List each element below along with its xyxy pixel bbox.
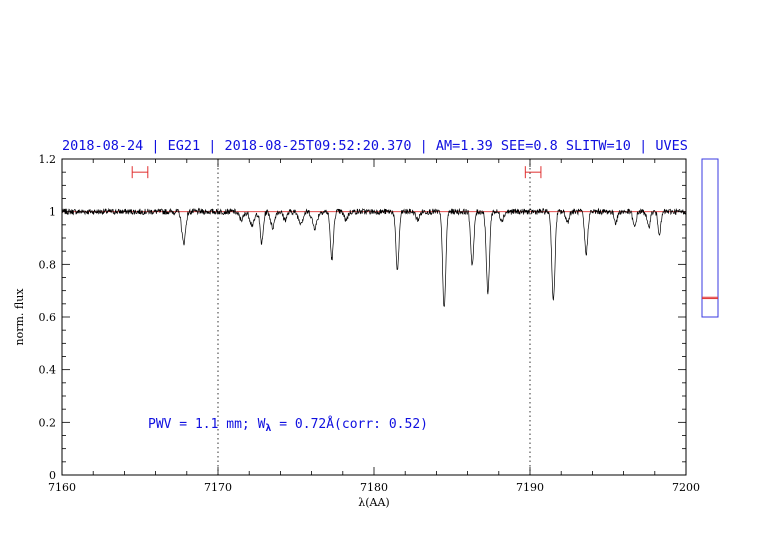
pwv-annotation-suffix: = 0.72Å(corr: 0.52)	[271, 416, 428, 432]
side-gauge	[701, 158, 719, 318]
spectrum-series	[61, 207, 687, 308]
x-tick-label: 7180	[360, 481, 388, 494]
x-tick-label: 7160	[48, 481, 76, 494]
x-tick-label: 7170	[204, 481, 232, 494]
pwv-annotation-prefix: PWV = 1.1 mm; W	[148, 417, 266, 432]
x-axis-label: λ(AA)	[358, 496, 389, 509]
chart-title: 2018-08-24 | EG21 | 2018-08-25T09:52:20.…	[62, 138, 688, 154]
y-tick-label: 0	[49, 469, 56, 482]
pwv-annotation: PWV = 1.1 mm; Wλ = 0.72Å(corr: 0.52)	[148, 416, 428, 434]
pwv-annotation-subscript: λ	[265, 423, 271, 434]
spectrum-line	[61, 207, 687, 308]
fit-windows	[131, 166, 542, 179]
y-tick-label: 0.4	[39, 364, 57, 377]
y-tick-labels: 0 0.2 0.4 0.6 0.8 1 1.2	[39, 153, 57, 482]
y-tick-label: 0.2	[39, 416, 57, 429]
x-tick-labels: 7160 7170 7180 7190 7200	[48, 481, 700, 494]
vertical-dotted-lines	[217, 159, 531, 475]
axis-ticks	[61, 158, 687, 476]
side-gauge-box	[701, 158, 719, 318]
y-tick-label: 0.6	[39, 311, 57, 324]
x-tick-label: 7200	[672, 481, 700, 494]
x-tick-label: 7190	[516, 481, 544, 494]
y-tick-label: 1.2	[39, 153, 57, 166]
y-tick-label: 0.8	[39, 258, 57, 271]
y-axis-label: norm. flux	[13, 288, 26, 346]
fit-window-marker	[131, 166, 149, 179]
fit-window-marker	[524, 166, 542, 179]
y-tick-label: 1	[49, 206, 56, 219]
